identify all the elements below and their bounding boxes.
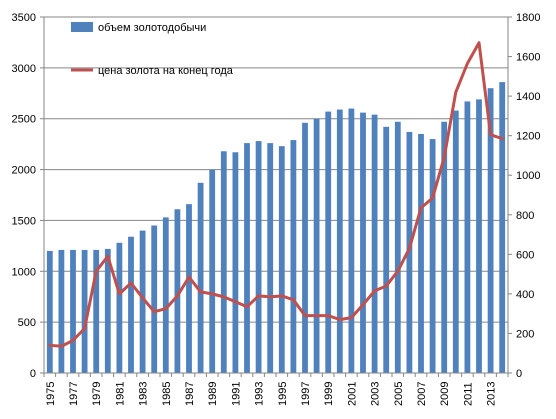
bar bbox=[383, 126, 390, 373]
bar bbox=[104, 248, 111, 373]
left-tick-label: 3500 bbox=[12, 12, 36, 24]
price-line bbox=[48, 41, 504, 348]
x-tick-label: 2001 bbox=[346, 382, 358, 406]
legend-label-line: цена золота на конец года bbox=[98, 65, 234, 77]
bar bbox=[267, 143, 274, 373]
bar bbox=[232, 152, 239, 373]
bar bbox=[255, 141, 262, 373]
x-tick-label: 1997 bbox=[300, 382, 312, 406]
bar bbox=[186, 204, 192, 373]
x-tick-label: 1995 bbox=[277, 382, 289, 406]
bar bbox=[406, 131, 413, 373]
bar bbox=[313, 118, 320, 373]
bar bbox=[197, 182, 204, 373]
x-tick-label: 1977 bbox=[68, 382, 80, 406]
x-tick-label: 2009 bbox=[439, 382, 451, 406]
right-tick-label: 0 bbox=[516, 368, 522, 380]
x-tick-label: 1987 bbox=[184, 382, 196, 406]
right-tick-label: 1800 bbox=[516, 12, 540, 24]
x-tick-label: 1975 bbox=[45, 382, 57, 406]
bar bbox=[499, 82, 506, 374]
x-tick-label: 1985 bbox=[161, 382, 173, 406]
bar bbox=[116, 242, 123, 373]
left-tick-label: 1000 bbox=[12, 266, 36, 278]
x-tick-label: 1979 bbox=[91, 382, 103, 406]
bar bbox=[139, 230, 146, 373]
bar bbox=[174, 209, 181, 373]
bar bbox=[464, 101, 471, 374]
left-tick-label: 1500 bbox=[12, 215, 36, 227]
x-tick-label: 1999 bbox=[323, 382, 335, 406]
x-tick-label: 1983 bbox=[138, 382, 150, 406]
left-tick-label: 0 bbox=[30, 368, 36, 380]
bar bbox=[151, 225, 158, 373]
right-tick-label: 400 bbox=[516, 289, 534, 301]
bar bbox=[302, 122, 308, 373]
bar bbox=[452, 110, 459, 373]
right-tick-label: 1600 bbox=[516, 52, 540, 64]
bar bbox=[162, 217, 169, 373]
bar bbox=[429, 139, 436, 373]
legend-swatch-bar bbox=[71, 22, 93, 32]
x-tick-label: 1993 bbox=[254, 382, 266, 406]
bar bbox=[360, 112, 366, 374]
bar bbox=[81, 249, 88, 373]
bar bbox=[244, 143, 250, 373]
bar bbox=[394, 121, 401, 373]
left-tick-label: 2500 bbox=[12, 114, 36, 126]
x-tick-label: 2007 bbox=[416, 382, 428, 406]
x-tick-label: 2011 bbox=[462, 382, 474, 406]
bar bbox=[46, 250, 53, 373]
bar bbox=[128, 236, 134, 373]
bar bbox=[278, 146, 285, 373]
left-tick-label: 3000 bbox=[12, 63, 36, 75]
right-tick-label: 200 bbox=[516, 328, 534, 340]
legend-label-bar: объем золотодобычи bbox=[98, 22, 206, 34]
bar bbox=[220, 151, 227, 373]
bar bbox=[325, 111, 332, 373]
right-tick-label: 1000 bbox=[516, 170, 540, 182]
right-axis-ticks: 0 200 400 600 800 1000 1200 1400 1600 1800 bbox=[508, 12, 540, 380]
bar-series bbox=[46, 82, 506, 374]
bar bbox=[70, 249, 76, 373]
x-axis-ticks: 1975 1977 1979 1981 1983 1985 1987 1989 1991 1993… bbox=[43, 373, 509, 406]
bar bbox=[371, 114, 378, 373]
bar bbox=[58, 249, 65, 373]
legend: объем золотодобычи цена золота на конец … bbox=[71, 22, 234, 77]
x-tick-label: 2005 bbox=[393, 382, 405, 406]
bar bbox=[476, 99, 482, 373]
bar bbox=[487, 88, 494, 373]
right-tick-label: 1400 bbox=[516, 91, 540, 103]
line-series bbox=[48, 41, 504, 348]
x-tick-label: 2003 bbox=[370, 382, 382, 406]
bar bbox=[441, 121, 448, 373]
x-tick-label: 1989 bbox=[207, 382, 219, 406]
x-tick-label: 1981 bbox=[114, 382, 126, 406]
bar bbox=[93, 249, 100, 373]
x-tick-label: 1991 bbox=[230, 382, 242, 406]
left-tick-label: 500 bbox=[18, 317, 36, 329]
x-tick-label: 2013 bbox=[486, 382, 498, 406]
bar bbox=[290, 140, 297, 373]
right-tick-label: 800 bbox=[516, 210, 534, 222]
bar bbox=[348, 108, 355, 374]
bar bbox=[336, 109, 343, 373]
left-tick-label: 2000 bbox=[12, 165, 36, 177]
right-tick-label: 1200 bbox=[516, 131, 540, 143]
bar bbox=[418, 133, 424, 373]
right-tick-label: 600 bbox=[516, 249, 534, 261]
left-axis-ticks: 0 500 1000 1500 2000 2500 3000 3500 bbox=[12, 12, 44, 380]
bar bbox=[209, 169, 216, 373]
